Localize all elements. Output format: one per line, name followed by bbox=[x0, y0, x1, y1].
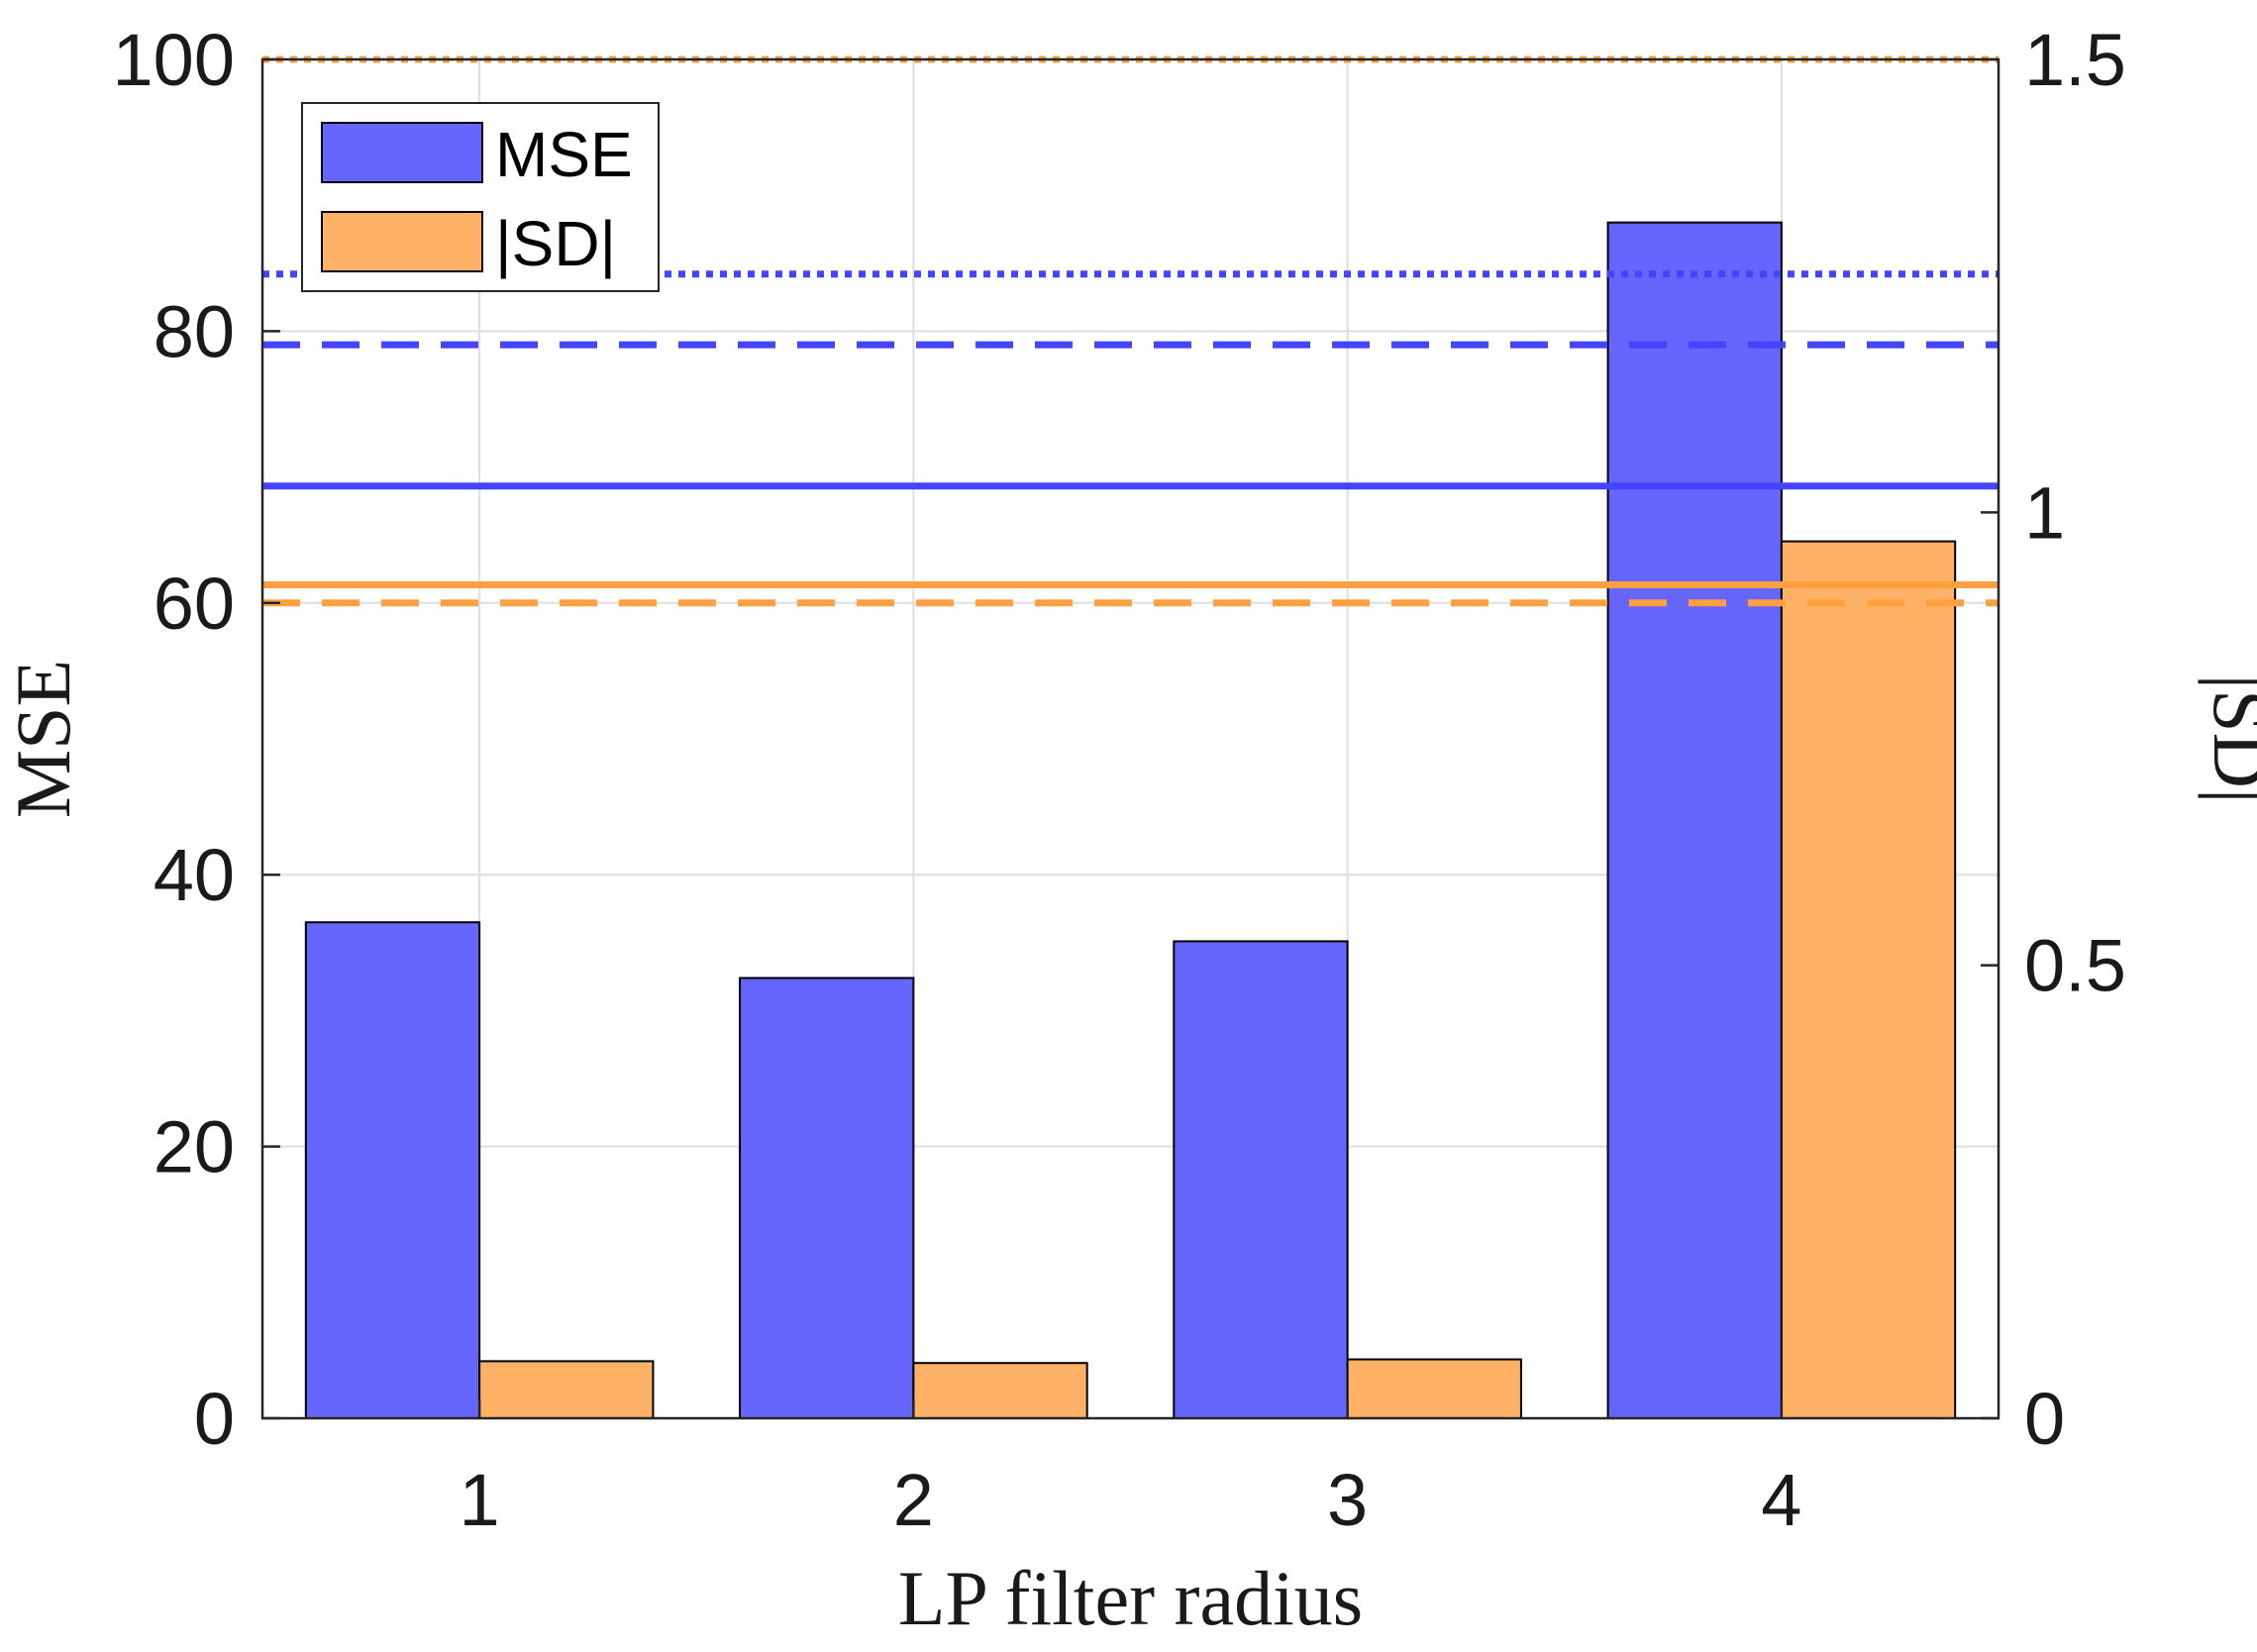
y-axis-right-title: |SD| bbox=[2198, 674, 2257, 804]
y-left-tick-label: 60 bbox=[154, 563, 235, 645]
y-right-tick-label: 0 bbox=[2024, 1378, 2065, 1460]
bars bbox=[304, 221, 1957, 1419]
bar-mse bbox=[1606, 221, 1783, 1419]
x-axis-title: LP filter radius bbox=[898, 1555, 1363, 1641]
y-left-tick-label: 40 bbox=[154, 834, 235, 916]
legend-label-mse: MSE bbox=[495, 119, 633, 190]
y-right-tick-label: 1 bbox=[2024, 471, 2065, 554]
axis-ticks: 0 20 40 60 80 100 0 0.5 1 1.5 1 2 3 4 bbox=[113, 19, 2126, 1541]
legend: MSE |SD| bbox=[301, 102, 660, 292]
y-left-tick-label: 80 bbox=[154, 290, 235, 372]
y-left-tick-label: 100 bbox=[113, 19, 235, 101]
y-left-tick-label: 20 bbox=[154, 1106, 235, 1188]
bar-mse bbox=[1173, 940, 1349, 1419]
bar-mse bbox=[739, 977, 915, 1419]
bar-mse bbox=[304, 921, 481, 1419]
legend-swatch-sd bbox=[321, 211, 483, 272]
y-right-tick-label: 0.5 bbox=[2024, 925, 2126, 1007]
x-tick-label: 1 bbox=[460, 1459, 500, 1541]
y-axis-left-title: MSE bbox=[0, 660, 86, 818]
bar-sd bbox=[912, 1362, 1088, 1419]
x-tick-label: 3 bbox=[1327, 1459, 1368, 1541]
plot-frame bbox=[260, 57, 2001, 1420]
x-tick-label: 4 bbox=[1761, 1459, 1801, 1541]
bar-sd bbox=[478, 1360, 655, 1419]
y-right-tick-label: 1.5 bbox=[2024, 19, 2126, 101]
bar-sd bbox=[1780, 540, 1957, 1419]
legend-swatch-mse bbox=[321, 122, 483, 183]
y-left-tick-label: 0 bbox=[194, 1378, 235, 1460]
legend-label-sd: |SD| bbox=[495, 208, 616, 279]
x-tick-label: 2 bbox=[893, 1459, 934, 1541]
bar-sd bbox=[1346, 1358, 1522, 1419]
